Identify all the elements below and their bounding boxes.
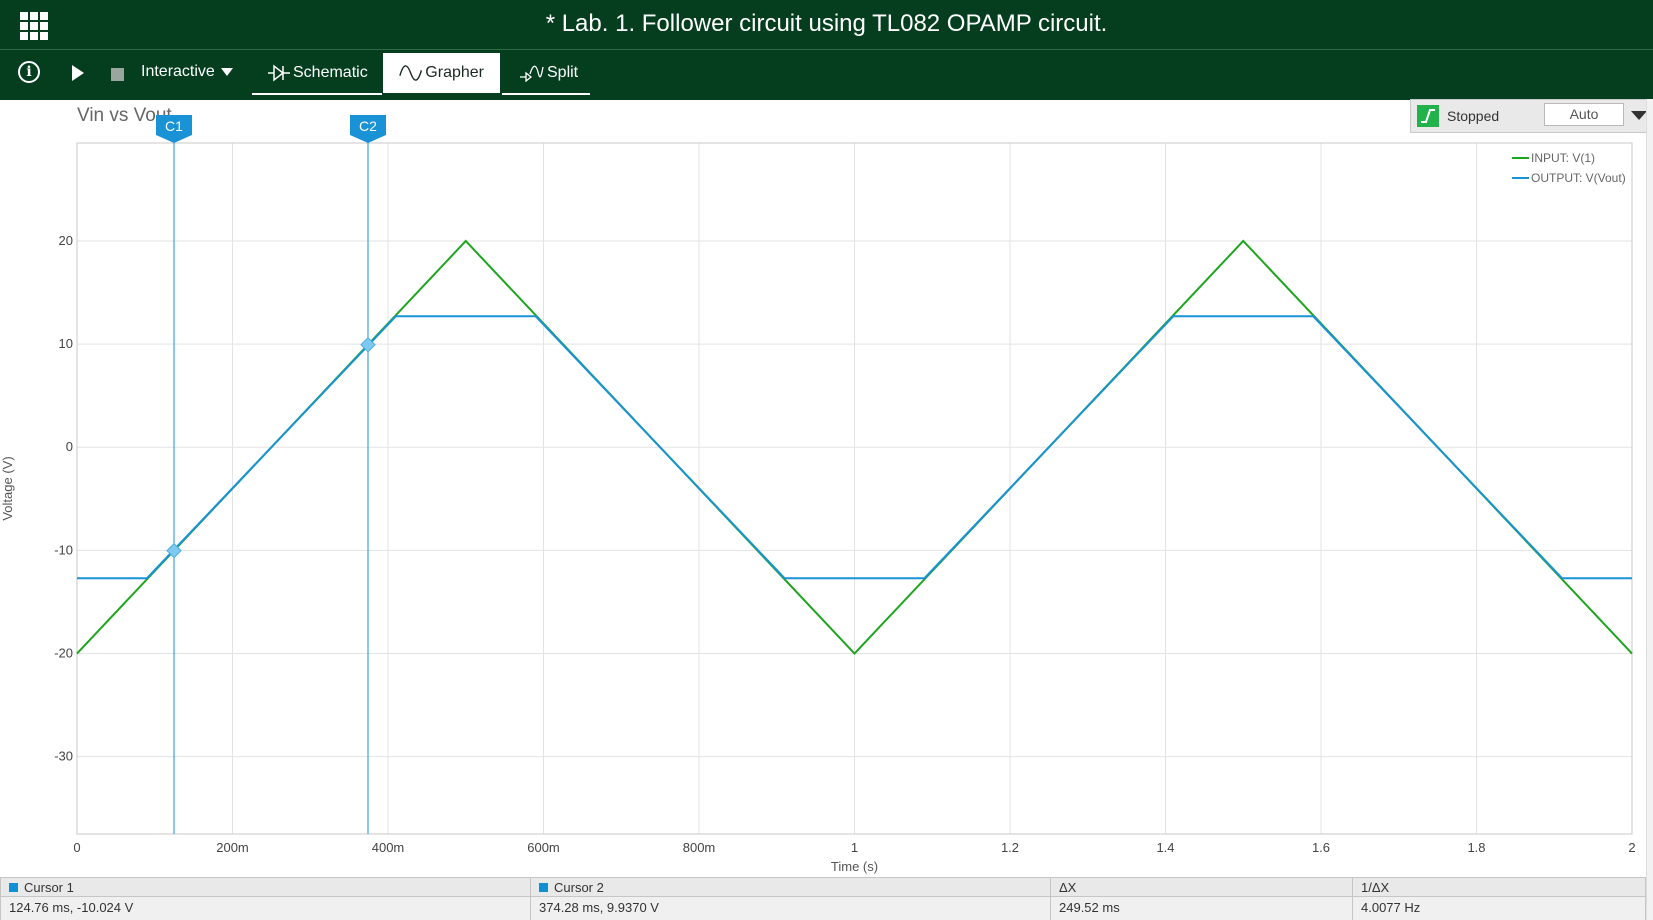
y-axis-label: Voltage (V) <box>0 456 15 520</box>
series-line-output <box>77 315 1632 580</box>
x-axis-ticks: 0 200m 400m 600m 800m 1 1.2 1.4 1.6 1.8 2 <box>73 840 1635 855</box>
x-tick-label: 200m <box>216 840 249 855</box>
x-tick-label: 2 <box>1628 840 1635 855</box>
window-title: * Lab. 1. Follower circuit using TL082 O… <box>545 10 1108 37</box>
cursor-c2-marker <box>360 336 376 353</box>
y-tick-label: -20 <box>54 646 73 661</box>
x-tick-label: 1.2 <box>1001 840 1019 855</box>
tab-grapher[interactable]: Grapher <box>383 53 500 93</box>
graph-title: Vin vs Vout <box>77 105 172 126</box>
run-state-icon[interactable] <box>1417 105 1439 127</box>
chevron-down-icon <box>220 68 233 76</box>
x-tick-label: 1 <box>851 840 858 855</box>
apps-grid-icon[interactable] <box>20 12 48 40</box>
cursor-c1-marker <box>166 542 182 559</box>
x-tick-label: 1.8 <box>1467 840 1485 855</box>
cursor1-value: 124.76 ms, -10.024 V <box>1 897 530 920</box>
cursor1-color-icon <box>9 883 18 892</box>
cursor-c1-handle <box>156 115 193 143</box>
cursor2-label: Cursor 2 <box>554 880 604 895</box>
y-tick-label: 20 <box>59 233 73 248</box>
cursor-readout-table: Cursor 1 124.76 ms, -10.024 V Cursor 2 3… <box>0 877 1646 920</box>
title-bar: * Lab. 1. Follower circuit using TL082 O… <box>0 0 1653 49</box>
tab-split-label: Split <box>547 64 579 81</box>
mode-label: Interactive <box>141 63 215 80</box>
status-label: Stopped <box>1447 108 1500 124</box>
cursor-c1-label: C1 <box>165 118 183 134</box>
chart: 0 200m 400m 600m 800m 1 1.2 1.4 1.6 1.8 2 20 10 0 -10… <box>0 115 1636 874</box>
mode-select[interactable]: Auto <box>1544 103 1624 126</box>
series-group <box>76 239 1633 655</box>
chart-grid <box>76 143 1633 834</box>
tab-schematic[interactable]: Schematic <box>252 53 384 93</box>
cursor2-column: Cursor 2 374.28 ms, 9.9370 V <box>530 877 1050 920</box>
toolbar: i Interactive Schematic Grapher Split <box>0 49 1653 100</box>
chevron-down-icon[interactable] <box>1631 111 1647 120</box>
info-icon-glyph: i <box>26 64 32 80</box>
cursor2-color-icon <box>539 883 548 892</box>
vertical-scrollbar[interactable] <box>1646 99 1653 920</box>
mode-dropdown[interactable]: Interactive <box>141 50 233 94</box>
x-tick-label: 400m <box>372 840 405 855</box>
x-tick-label: 1.6 <box>1312 840 1330 855</box>
y-axis-ticks: 20 10 0 -10 -20 -30 <box>54 233 73 764</box>
cursor1-column: Cursor 1 124.76 ms, -10.024 V <box>0 877 530 920</box>
split-icon <box>520 65 544 82</box>
legend: INPUT: V(1) OUTPUT: V(Vout) <box>1512 151 1626 185</box>
stop-icon[interactable] <box>111 68 124 81</box>
x-axis-label: Time (s) <box>831 859 878 874</box>
tab-schematic-label: Schematic <box>293 64 368 81</box>
info-icon[interactable]: i <box>18 61 40 83</box>
y-tick-label: -10 <box>54 542 73 557</box>
y-tick-label: -30 <box>54 749 73 764</box>
sine-wave-icon <box>399 65 423 81</box>
inverse-delta-x-value: 4.0077 Hz <box>1353 897 1645 920</box>
play-icon[interactable] <box>72 65 84 81</box>
diode-icon <box>268 64 290 82</box>
cursor1-label: Cursor 1 <box>24 880 74 895</box>
delta-x-column: ΔX 249.52 ms <box>1050 877 1352 920</box>
delta-x-label: ΔX <box>1059 880 1077 895</box>
cursor-c2-label: C2 <box>359 118 377 134</box>
tab-schematic-underline <box>252 93 382 95</box>
y-tick-label: 0 <box>66 439 73 454</box>
inverse-delta-x-label: 1/ΔX <box>1361 880 1390 895</box>
delta-x-value: 249.52 ms <box>1051 897 1352 920</box>
x-tick-label: 0 <box>73 840 80 855</box>
inverse-delta-x-column: 1/ΔX 4.0077 Hz <box>1352 877 1646 920</box>
plot-frame <box>76 142 1633 835</box>
cursor-group: C1 C2 <box>156 115 387 834</box>
tab-grapher-label: Grapher <box>425 64 484 81</box>
tab-split-underline <box>502 93 590 95</box>
x-tick-label: 600m <box>527 840 560 855</box>
x-tick-label: 800m <box>683 840 716 855</box>
legend-label: INPUT: V(1) <box>1531 151 1595 165</box>
tab-split[interactable]: Split <box>502 53 594 93</box>
y-tick-label: 10 <box>59 336 73 351</box>
cursor2-value: 374.28 ms, 9.9370 V <box>531 897 1050 920</box>
simulation-status: Stopped Auto <box>1410 99 1650 133</box>
legend-label: OUTPUT: V(Vout) <box>1531 171 1626 185</box>
x-tick-label: 1.4 <box>1156 840 1174 855</box>
cursor-c2-handle <box>350 115 387 143</box>
